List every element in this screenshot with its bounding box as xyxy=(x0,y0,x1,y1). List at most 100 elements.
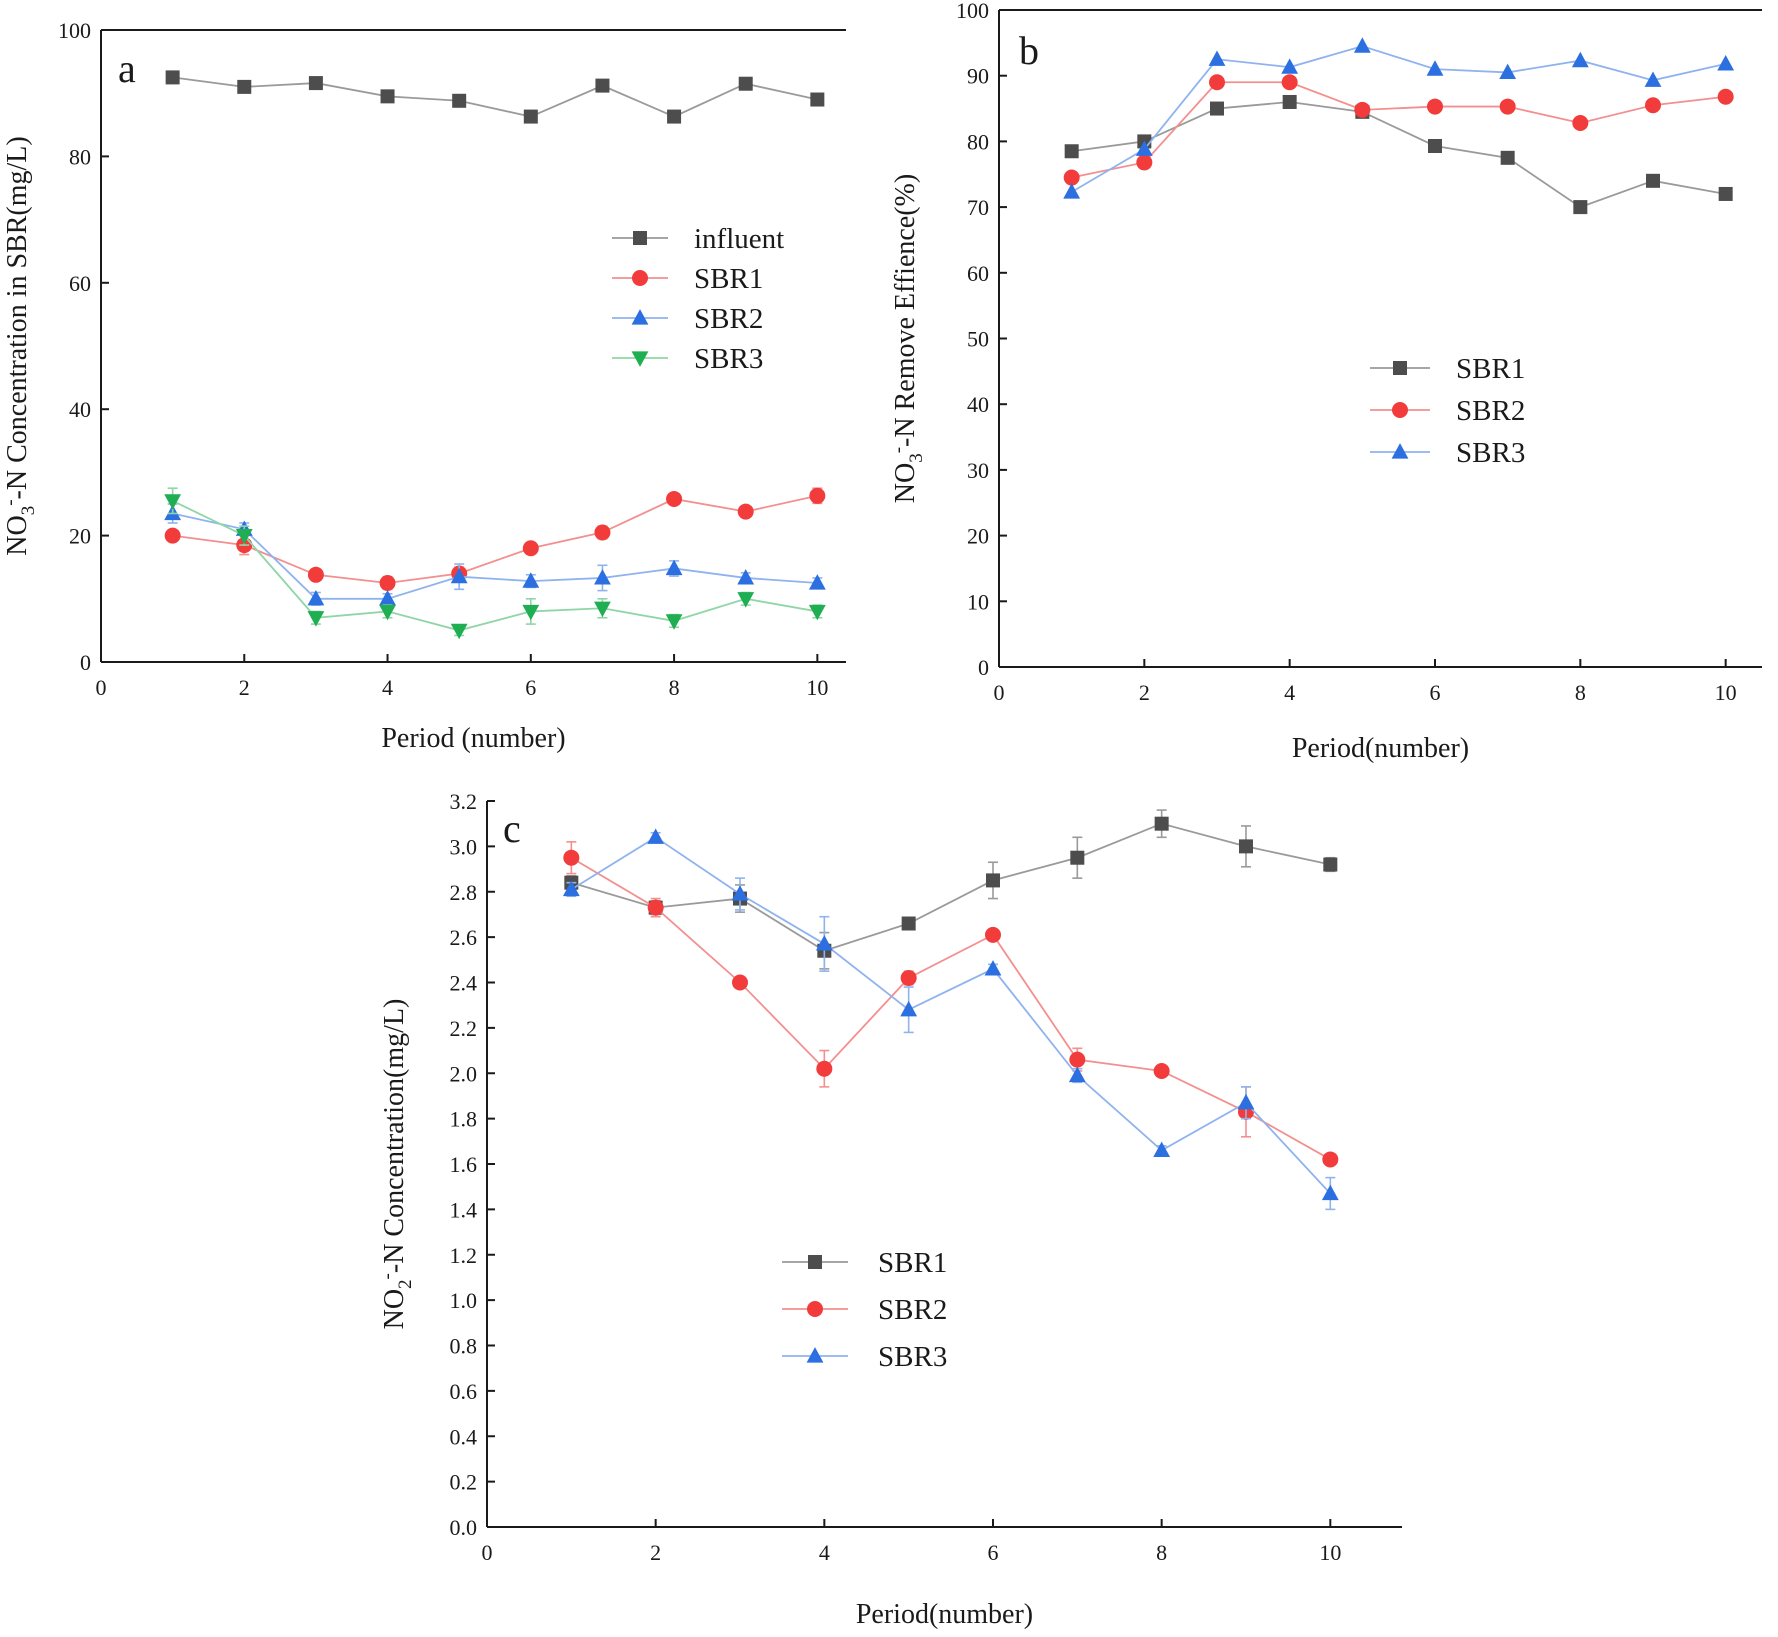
y-ticks: 0 20 40 60 80 100 xyxy=(58,18,109,675)
data-point xyxy=(1208,50,1226,66)
legend-item-sbr3: SBR3 xyxy=(1370,437,1525,469)
data-point xyxy=(808,604,826,621)
series-line xyxy=(1071,45,1726,193)
x-tick-label: 0 xyxy=(96,675,107,700)
legend-item-sbr1: SBR1 xyxy=(782,1247,947,1279)
data-point xyxy=(665,614,683,630)
data-point xyxy=(523,109,538,124)
data-point xyxy=(452,93,467,108)
x-tick-label: 6 xyxy=(987,1540,998,1565)
data-point xyxy=(1281,74,1298,91)
legend-marker xyxy=(808,1255,822,1269)
data-point xyxy=(594,601,611,618)
data-point xyxy=(1069,1051,1086,1068)
panel-letter: c xyxy=(503,806,521,851)
legend-marker xyxy=(807,1301,823,1317)
y-ticks: 0.0 0.2 0.4 0.6 0.8 1.0 1.2 1.4 1.6 1.8 2.0 2.2 2.4 2… xyxy=(450,789,495,1540)
y-tick-label: 100 xyxy=(58,18,91,43)
legend: SBR1 SBR2 SBR3 xyxy=(782,1247,947,1373)
series-sbr3 xyxy=(562,828,1339,1211)
data-point xyxy=(665,559,683,576)
data-point xyxy=(737,592,755,608)
data-point xyxy=(731,885,749,901)
legend-item-sbr2: SBR2 xyxy=(782,1294,947,1326)
y-tick-label: 3.0 xyxy=(450,834,478,859)
data-point xyxy=(809,487,826,504)
legend-label: SBR2 xyxy=(1456,395,1525,427)
y-tick-label: 1.8 xyxy=(450,1107,478,1132)
data-point xyxy=(1717,88,1734,105)
data-point xyxy=(522,572,540,588)
y-tick-label: 100 xyxy=(956,0,989,23)
legend-marker xyxy=(633,231,647,245)
y-tick-label: 2.8 xyxy=(450,880,478,905)
data-point xyxy=(308,76,323,91)
series-line xyxy=(172,494,818,584)
y-tick-label: 60 xyxy=(69,271,91,296)
legend-marker xyxy=(1392,402,1408,418)
y-tick-label: 80 xyxy=(967,129,989,154)
legend-marker xyxy=(1393,361,1407,375)
data-point xyxy=(1238,839,1253,854)
data-point xyxy=(307,611,325,627)
data-point xyxy=(737,569,755,585)
legend-label: SBR3 xyxy=(1456,437,1525,469)
data-point xyxy=(379,604,396,621)
data-point xyxy=(164,527,181,544)
y-tick-label: 1.6 xyxy=(450,1152,478,1177)
x-tick-label: 0 xyxy=(482,1540,493,1565)
data-point xyxy=(1154,816,1169,831)
legend-item-sbr1: SBR1 xyxy=(612,263,763,295)
legend-label: SBR1 xyxy=(694,263,763,295)
series-sbr2 xyxy=(563,841,1339,1168)
x-tick-label: 10 xyxy=(1715,680,1737,705)
x-ticks: 0 2 4 6 8 10 xyxy=(96,654,828,700)
x-tick-label: 10 xyxy=(806,675,828,700)
x-tick-label: 2 xyxy=(1139,680,1150,705)
data-point xyxy=(1499,98,1516,115)
data-point xyxy=(1428,138,1442,153)
legend-label: influent xyxy=(694,223,784,255)
data-point xyxy=(900,969,917,986)
data-point xyxy=(522,540,539,557)
x-tick-label: 8 xyxy=(1575,680,1586,705)
y-tick-label: 1.0 xyxy=(450,1288,478,1313)
y-tick-label: 1.4 xyxy=(450,1197,478,1222)
legend-item-sbr3: SBR3 xyxy=(782,1341,947,1373)
y-tick-label: 80 xyxy=(69,144,91,169)
data-point xyxy=(1426,60,1444,76)
data-point xyxy=(808,574,826,590)
series-line xyxy=(172,512,818,600)
legend-label: SBR1 xyxy=(878,1247,947,1279)
data-point xyxy=(1281,58,1299,74)
series-sbr1 xyxy=(564,809,1338,970)
data-point xyxy=(594,569,611,585)
data-point xyxy=(450,567,468,584)
data-point xyxy=(1135,140,1153,156)
data-point xyxy=(1209,74,1225,91)
y-axis-title: NO3--N Remove Effience(%) xyxy=(888,174,927,503)
y-tick-label: 0.0 xyxy=(450,1515,478,1540)
data-point xyxy=(594,524,611,541)
legend-item-sbr3: SBR3 xyxy=(612,343,763,375)
y-tick-label: 30 xyxy=(967,458,989,483)
y-axis-title: NO3--N Concentration in SBR(mg/L) xyxy=(0,136,39,555)
panel-c: 0 2 4 6 8 10 0.0 0.2 0.4 0.6 0.8 1.0 1.2 1.4 1.6 1.8 2.0… xyxy=(377,789,1402,1630)
x-ticks: 0 2 4 6 8 10 xyxy=(994,659,1737,705)
legend-marker xyxy=(1391,443,1409,459)
data-point xyxy=(1718,186,1733,201)
data-point xyxy=(1644,71,1662,87)
data-point xyxy=(647,828,665,844)
legend-marker xyxy=(632,270,648,286)
y-tick-label: 0.2 xyxy=(450,1470,478,1495)
panel-letter: a xyxy=(118,46,136,91)
y-tick-label: 0.8 xyxy=(450,1334,478,1359)
series-line xyxy=(570,836,1331,1195)
legend-marker xyxy=(631,309,649,325)
series-line xyxy=(1071,101,1726,209)
data-point xyxy=(307,566,324,583)
legend-marker xyxy=(631,351,649,367)
data-point xyxy=(563,849,580,866)
